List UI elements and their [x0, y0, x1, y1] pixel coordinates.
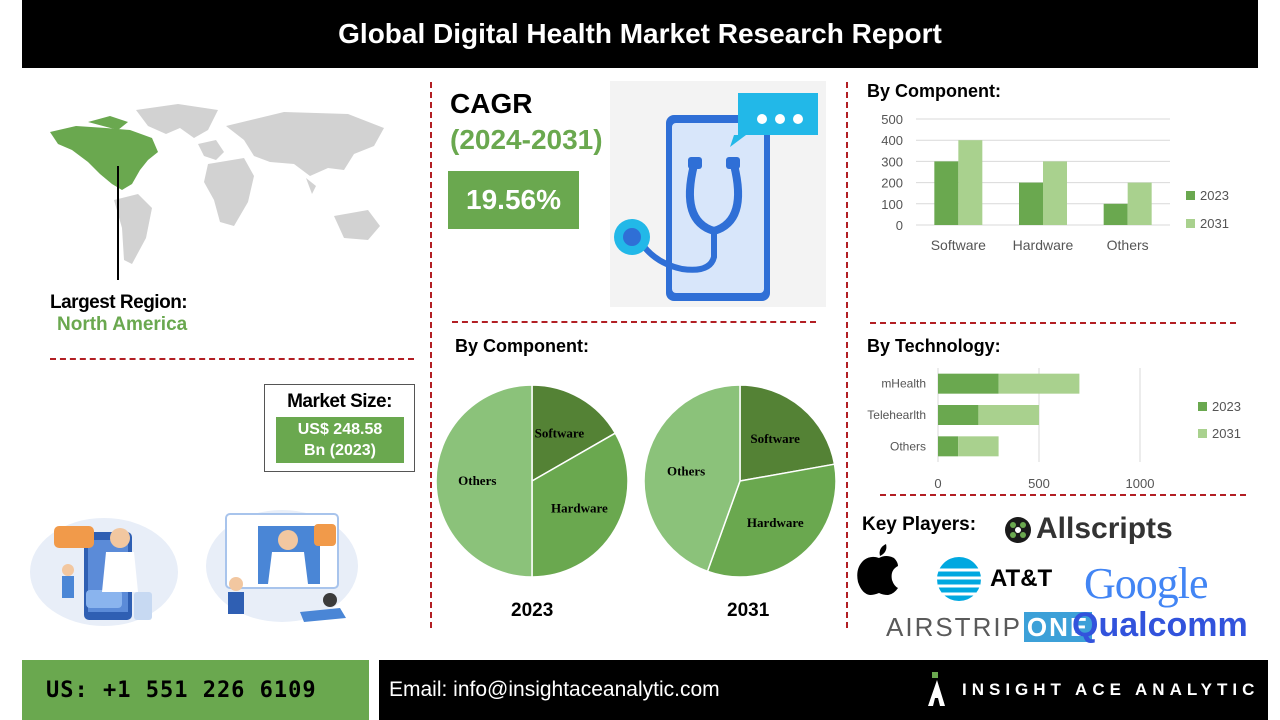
airstrip-logo-text: AIRSTRIP	[886, 612, 1022, 642]
bar-software-2031	[958, 140, 983, 225]
pie-label: Hardware	[747, 515, 804, 530]
market-size-year: Bn (2023)	[303, 442, 377, 459]
cagr-label: CAGR	[450, 88, 533, 119]
map-pointer-line	[117, 166, 119, 280]
market-size-label: Market Size:	[287, 391, 392, 412]
pie-label: Software	[750, 431, 800, 446]
bar-hardware-2031	[1043, 161, 1067, 225]
bar-hardware-2023	[1019, 182, 1043, 225]
x-tick-label: Software	[931, 237, 986, 253]
att-logo: AT&T	[990, 565, 1053, 592]
legend-label: 2031	[1212, 426, 1241, 441]
legend-label: 2023	[1212, 399, 1241, 414]
bar-telehearlth-2023	[938, 405, 979, 425]
x-tick-label: 0	[934, 476, 941, 491]
bar-others-2023	[1103, 203, 1128, 225]
att-globe-icon	[937, 557, 981, 601]
x-tick-label: 1000	[1126, 476, 1155, 491]
pie-slice-others-2023	[435, 384, 533, 578]
pie-year-2031: 2031	[727, 600, 770, 621]
market-size-value: US$ 248.58 Bn (2023)	[276, 417, 404, 463]
qualcomm-logo: Qualcomm	[1072, 606, 1248, 644]
y-tick-label: Others	[890, 439, 926, 453]
pie-label: Others	[458, 473, 496, 488]
cagr-period: (2024-2031)	[450, 124, 603, 155]
legend-label: 2031	[1200, 216, 1229, 231]
y-tick-label: 400	[881, 133, 903, 148]
google-logo: Google	[1084, 558, 1209, 609]
google-logo-text: Google	[1084, 559, 1209, 608]
brand-logo-icon	[928, 672, 945, 706]
brand-name: INSIGHT ACE ANALYTIC	[962, 680, 1260, 699]
market-size-amount: US$ 248.58	[297, 421, 383, 438]
largest-region-value: North America	[57, 314, 188, 335]
airstrip-logo: AIRSTRIP ONE	[886, 612, 1093, 643]
legend-swatch	[1198, 402, 1207, 411]
divider-center	[452, 321, 816, 323]
divider-right	[846, 82, 848, 628]
pie-year-2023: 2023	[511, 600, 554, 621]
market-size-card: Market Size: US$ 248.58 Bn (2023)	[264, 384, 415, 472]
pie-slice-hardware-2031	[706, 463, 837, 578]
legend-swatch	[1198, 429, 1207, 438]
pie-label: Others	[667, 464, 705, 479]
footer-email[interactable]: Email: info@insightaceanalytic.com	[379, 660, 880, 720]
bar-others-2031	[1127, 182, 1152, 225]
airstrip-one-text: ONE	[1023, 612, 1093, 642]
divider-left	[430, 82, 432, 628]
apple-logo-icon	[857, 544, 898, 595]
component-bar-chart: 0 100 200 300 400 500 Software Hardware Others 20…	[881, 112, 1229, 253]
legend-label: 2023	[1200, 188, 1229, 203]
component-bar-title: By Component:	[867, 81, 1001, 101]
footer-phone[interactable]: US: +1 551 226 6109	[22, 660, 369, 720]
footer-brand: INSIGHT ACE ANALYTIC	[880, 660, 1268, 720]
doctor-video-illustration	[206, 510, 358, 622]
x-tick-label: 500	[1028, 476, 1050, 491]
doctor-phone-illustration	[30, 518, 178, 626]
report-title: Global Digital Health Market Research Re…	[22, 0, 1258, 68]
bar-mhealth-2031	[998, 373, 1080, 394]
pie-slice-software-2023	[531, 384, 617, 483]
x-tick-label: Hardware	[1013, 237, 1074, 253]
x-tick-label: Others	[1107, 237, 1149, 253]
stethoscope-phone-illustration	[610, 81, 826, 307]
y-tick-label: 500	[881, 112, 903, 127]
divider-region	[50, 358, 414, 360]
bar-telehearlth-2031	[978, 405, 1039, 425]
technology-bar-chart: 0 500 1000 mHealth Telehearlth Others 2023 2031	[867, 368, 1241, 491]
largest-region-label: Largest Region:	[50, 292, 188, 313]
pie-section-title: By Component:	[455, 336, 589, 356]
legend-swatch	[1186, 191, 1195, 200]
technology-bar-title: By Technology:	[867, 336, 1001, 356]
legend-swatch	[1186, 219, 1195, 228]
divider-right-top	[870, 322, 1236, 324]
y-tick-label: 200	[881, 176, 903, 191]
y-tick-label: mHealth	[881, 377, 926, 391]
pie-slice-hardware-2023	[531, 432, 629, 578]
key-players-label: Key Players:	[862, 514, 977, 535]
allscripts-logo: Allscripts	[1036, 512, 1173, 545]
pie-charts: Software Hardware Others Software Hardware Ot…	[435, 384, 837, 578]
bar-mhealth-2023	[938, 373, 999, 394]
world-map-icon	[50, 104, 384, 264]
y-tick-label: 300	[881, 154, 903, 169]
cagr-value: 19.56%	[448, 171, 579, 229]
pie-label: Hardware	[551, 500, 608, 515]
bar-software-2023	[934, 161, 959, 225]
pie-slice-others-2031	[643, 384, 741, 573]
allscripts-logo-icon	[1005, 517, 1031, 543]
pie-slice-software-2031	[739, 384, 836, 482]
divider-right-bottom	[880, 494, 1246, 496]
y-tick-label: Telehearlth	[867, 408, 926, 422]
y-tick-label: 100	[881, 197, 903, 212]
bar-others-2031	[958, 436, 999, 457]
pie-label: Software	[535, 426, 585, 441]
bar-others-2023	[938, 436, 959, 457]
y-tick-label: 0	[896, 218, 903, 233]
